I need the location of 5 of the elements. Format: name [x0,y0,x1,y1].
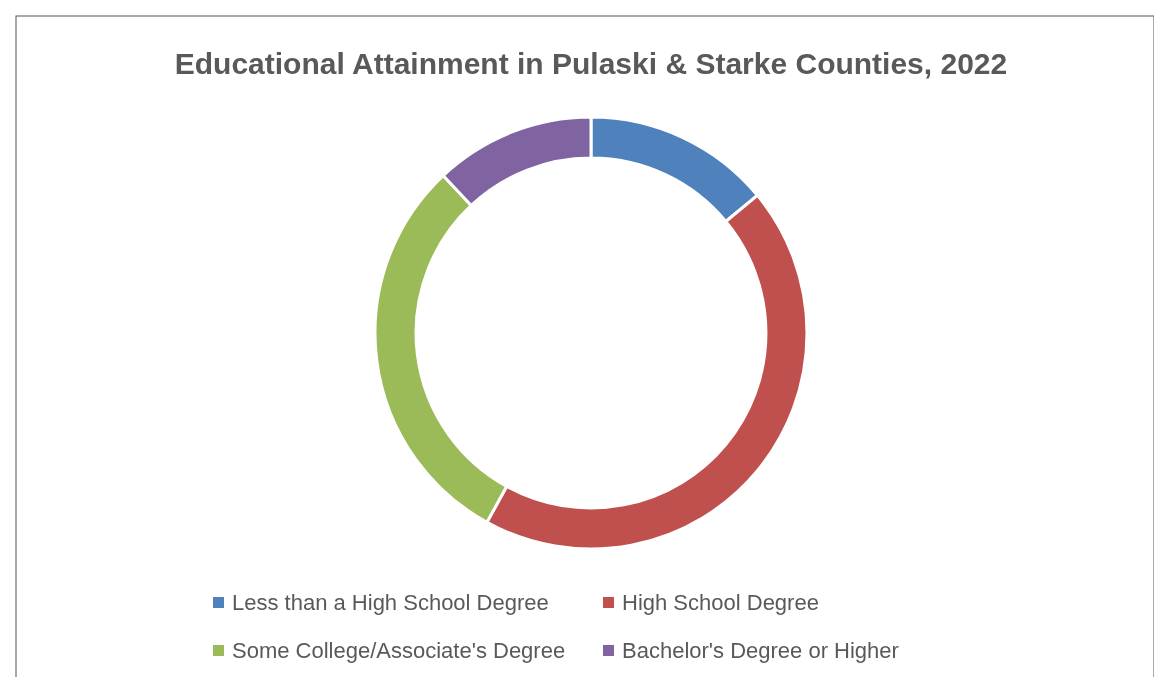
chart-title: Educational Attainment in Pulaski & Starke Counties, 2022 [174,47,1008,80]
legend-label: Less than a High School Degree [232,590,549,615]
legend-label: High School Degree [622,590,819,615]
legend-label: Bachelor's Degree or Higher [622,638,899,663]
legend-label: Some College/Associate's Degree [232,638,566,663]
